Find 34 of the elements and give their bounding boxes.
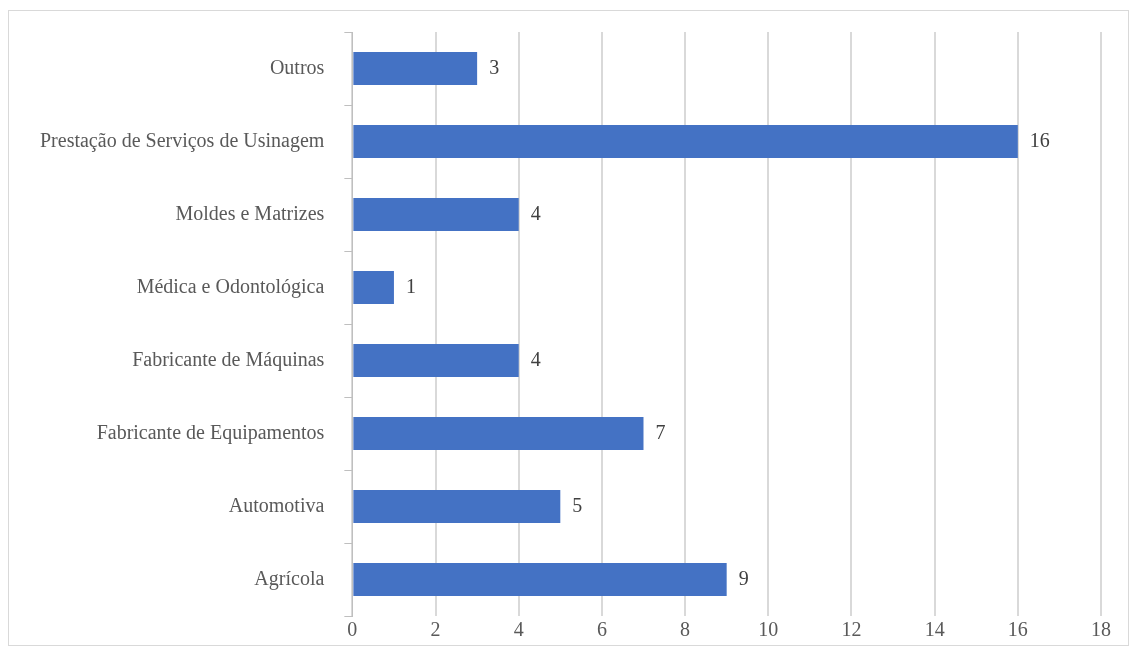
y-tick-label: Médica e Odontológica bbox=[136, 274, 325, 298]
bar bbox=[353, 563, 727, 596]
x-tick-label: 10 bbox=[758, 618, 779, 641]
bar bbox=[353, 198, 519, 231]
y-tick-label: Fabricante de Máquinas bbox=[132, 347, 325, 371]
x-tick-label: 0 bbox=[347, 618, 358, 641]
bar bbox=[353, 125, 1018, 158]
y-tick-label: Prestação de Serviços de Usinagem bbox=[40, 128, 325, 152]
x-tick-label: 14 bbox=[924, 618, 945, 641]
x-tick-label: 6 bbox=[596, 618, 607, 641]
data-label: 4 bbox=[530, 201, 541, 224]
x-tick-label: 4 bbox=[513, 618, 524, 641]
bar bbox=[353, 344, 519, 377]
data-label: 7 bbox=[655, 420, 666, 443]
data-label: 4 bbox=[530, 347, 541, 370]
y-tick-label: Outros bbox=[269, 55, 325, 78]
data-label: 16 bbox=[1029, 128, 1050, 151]
data-label: 3 bbox=[489, 55, 500, 78]
x-tick-label: 2 bbox=[430, 618, 441, 641]
x-tick-label: 18 bbox=[1091, 618, 1111, 641]
y-tick-label: Automotiva bbox=[228, 493, 325, 516]
x-tick-label: 12 bbox=[841, 618, 862, 641]
bar bbox=[353, 490, 561, 523]
data-label: 5 bbox=[572, 493, 583, 516]
bar bbox=[353, 271, 394, 304]
x-tick-label: 16 bbox=[1007, 618, 1028, 641]
bar bbox=[353, 52, 478, 85]
data-label: 1 bbox=[405, 274, 416, 297]
bar bbox=[353, 417, 644, 450]
y-tick-label: Agrícola bbox=[254, 566, 325, 590]
data-label: 9 bbox=[738, 566, 749, 589]
y-tick-label: Fabricante de Equipamentos bbox=[96, 420, 325, 444]
x-tick-label: 8 bbox=[680, 618, 691, 641]
y-tick-label: Moldes e Matrizes bbox=[175, 201, 325, 224]
